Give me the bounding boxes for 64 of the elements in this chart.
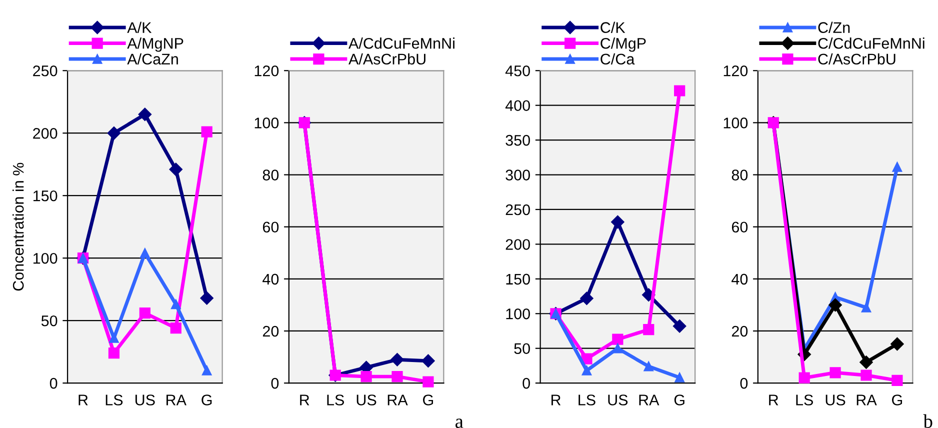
x-tick-label: US: [356, 394, 376, 406]
x-tick-label: G: [892, 394, 902, 406]
y-tick-label: 150: [33, 190, 58, 202]
y-tick-label: 250: [506, 204, 530, 216]
y-tick-label: 0: [522, 378, 530, 389]
y-tick-label: 150: [506, 274, 530, 285]
x-tick-label: R: [769, 394, 778, 406]
y-tick-label: 450: [505, 65, 530, 76]
x-tick-label: R: [552, 394, 561, 406]
x-tick-label: R: [78, 394, 88, 406]
x-tick-label: LS: [578, 394, 596, 406]
x-tick-label: RA: [388, 394, 408, 406]
y-tick-label: 20: [732, 326, 748, 337]
legend-label: C/Zn: [818, 22, 850, 34]
x-tick-label: LS: [796, 394, 813, 406]
x-tick-label: G: [202, 394, 212, 406]
legend-label: A/AsCrPbU: [348, 53, 426, 65]
y-tick-label: 40: [262, 274, 279, 285]
y-tick-label: 100: [254, 118, 279, 128]
y-tick-label: 250: [33, 65, 58, 76]
x-tick-label: R: [300, 394, 310, 406]
x-tick-label: US: [135, 394, 155, 406]
x-tick-label: US: [608, 394, 628, 406]
y-tick-label: 350: [506, 134, 530, 146]
text: a: [456, 418, 464, 428]
y-tick-label: 50: [41, 315, 58, 326]
y-tick-label: 60: [262, 222, 279, 233]
legend-label: C/AsCrPbU: [818, 53, 896, 65]
x-tick-label: G: [423, 394, 433, 406]
x-tick-label: RA: [639, 394, 660, 406]
legend-label: A/K: [127, 22, 152, 34]
legend-label: C/CdCuFeMnNi: [818, 38, 924, 49]
y-tick-label: 200: [506, 239, 530, 250]
legend-label: C/Ca: [600, 53, 635, 65]
x-tick-label: RA: [166, 394, 186, 406]
y-tick-label: 400: [505, 100, 530, 112]
legend-label: A/CaZn: [127, 53, 178, 65]
x-tick-label: G: [674, 394, 684, 406]
x-tick-label: LS: [106, 394, 123, 406]
y-tick-label: 60: [732, 222, 748, 233]
legend-label: C/K: [600, 22, 626, 34]
y-tick-label: 300: [506, 170, 530, 180]
y-tick-label: 100: [724, 118, 748, 128]
y-tick-label: 120: [254, 65, 279, 76]
y-axis-title: Concentration in %: [12, 162, 24, 291]
y-tick-label: 120: [724, 65, 748, 76]
y-tick-label: 40: [732, 274, 748, 285]
y-tick-label: 100: [506, 308, 530, 320]
y-tick-label: 0: [271, 378, 279, 389]
y-tick-label: 20: [262, 326, 279, 337]
y-tick-label: 0: [50, 378, 58, 389]
y-tick-label: 80: [732, 170, 748, 180]
y-tick-label: 80: [262, 170, 279, 180]
x-tick-label: US: [826, 394, 846, 406]
legend-label: A/CdCuFeMnNi: [348, 38, 454, 49]
y-tick-label: 100: [33, 252, 58, 264]
y-tick-label: 200: [33, 128, 58, 139]
y-tick-label: 50: [514, 343, 530, 354]
x-tick-label: LS: [327, 394, 344, 406]
x-tick-label: RA: [856, 394, 877, 406]
legend-label: C/MgP: [600, 38, 646, 52]
y-tick-label: 0: [740, 378, 748, 389]
text: b: [923, 414, 932, 428]
legend-label: A/MgNP: [127, 38, 184, 52]
